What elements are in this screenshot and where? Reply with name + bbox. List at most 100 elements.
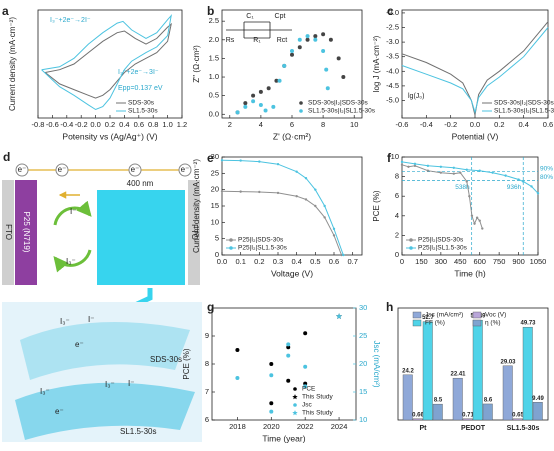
- x-tick-label: -0.2: [444, 120, 457, 129]
- data-point: [313, 37, 318, 42]
- panel-letter: c: [387, 4, 394, 18]
- electron-label: e⁻: [131, 165, 140, 174]
- x-tick-label: 300: [435, 257, 448, 266]
- data-point: [235, 110, 240, 115]
- x-tick-label: 0.7: [347, 257, 357, 266]
- value-label: 0.71: [462, 412, 474, 418]
- data-point: [323, 204, 326, 208]
- x-tick-label: PEDOT: [461, 425, 486, 432]
- data-point: [336, 313, 343, 319]
- y-tick-label: -4.0: [386, 66, 399, 75]
- electron-label: e⁻: [18, 165, 27, 174]
- data-point: [470, 214, 474, 217]
- y-tick-label: 0: [395, 250, 399, 259]
- x-tick-label: 0.0: [90, 120, 100, 129]
- y-tick-label: -5.0: [386, 95, 399, 104]
- data-point: [220, 190, 224, 193]
- data-point: [324, 67, 329, 72]
- electron: [55, 163, 69, 177]
- y-tick-label: 8: [205, 359, 209, 368]
- y-tick-label: 0: [215, 250, 219, 259]
- data-point: [276, 162, 280, 166]
- data-point: [473, 222, 476, 225]
- data-point: [323, 216, 326, 219]
- data-point: [286, 353, 291, 358]
- panel-d: d e⁻ e⁻ e⁻ e⁻ FTO P25 (N719) I⁻ I₃⁻ 400 …: [2, 150, 202, 442]
- panel-letter: f: [387, 151, 392, 165]
- x-tick-label: 0.2: [494, 120, 504, 129]
- data-point: [297, 37, 302, 42]
- data-point: [426, 169, 430, 172]
- y-tick-label: 6: [205, 415, 209, 424]
- series-line: [44, 22, 172, 99]
- y-tick-label: 7: [205, 387, 209, 396]
- annotation: I₃⁻+2e⁻→2I⁻: [50, 17, 91, 24]
- x-tick-label: 0.2: [105, 120, 115, 129]
- x-tick-label: 0.4: [291, 257, 301, 266]
- data-point: [229, 246, 233, 250]
- series-line: [41, 14, 173, 111]
- data-point: [413, 162, 417, 166]
- data-point: [303, 331, 308, 336]
- y2-tick-label: 10: [359, 415, 367, 424]
- y-tick-label: 1.5: [209, 53, 219, 62]
- x-tick-label: 4: [259, 120, 263, 129]
- data-point: [276, 191, 280, 195]
- data-point: [299, 109, 303, 113]
- data-point: [258, 160, 261, 163]
- data-point: [478, 169, 481, 172]
- legend-swatch: [412, 311, 422, 319]
- legend-label: P25|I₂|SL1.5-30s: [238, 245, 288, 252]
- data-point: [465, 168, 468, 171]
- annotation: R₁: [253, 37, 261, 44]
- data-point: [269, 409, 274, 414]
- data-point: [292, 410, 298, 416]
- electron-label: e⁻: [55, 407, 64, 416]
- data-point: [235, 376, 240, 380]
- legend-label: FF (%): [425, 320, 445, 327]
- data-point: [269, 401, 274, 406]
- x-tick-label: 150: [415, 257, 428, 266]
- legend-label: SDS-30s|I₂|SDS-30s: [494, 100, 554, 107]
- y-tick-label: 20: [211, 185, 219, 194]
- data-point: [328, 37, 333, 42]
- data-point: [251, 93, 256, 98]
- data-point: [290, 52, 294, 57]
- annotation: I₃⁻+2e⁻→3I⁻: [118, 69, 159, 76]
- data-point: [304, 198, 308, 201]
- data-point: [332, 227, 336, 231]
- data-point: [305, 34, 310, 39]
- y-axis-label: Z'' (Ω·cm²): [192, 45, 201, 83]
- bar: [512, 418, 523, 421]
- triiodide-label: I₃⁻: [105, 380, 115, 389]
- y-tick-label: 5: [215, 234, 219, 243]
- x-tick-label: 1050: [530, 257, 547, 266]
- data-point: [303, 381, 308, 386]
- value-label: 0.65: [512, 412, 524, 418]
- data-point: [282, 63, 287, 68]
- y-tick-label: 25: [211, 168, 219, 177]
- annotation: Rct: [277, 37, 288, 44]
- y-tick-label: 2: [395, 230, 399, 239]
- legend-label: SL1.5-30s|I₂|SL1.5-30s: [494, 108, 554, 115]
- value-label: 24.2: [402, 368, 414, 374]
- y2-tick-label: 30: [359, 303, 367, 312]
- data-point: [293, 387, 297, 391]
- data-point: [297, 45, 302, 50]
- x-tick-label: 2018: [229, 422, 246, 431]
- panel-letter: a: [2, 4, 9, 18]
- y2-axis-label: Jsc (mA/cm²): [372, 340, 381, 387]
- legend-label: P25|I₂|SDS-30s: [418, 237, 464, 244]
- triiodide-label: I₃⁻: [66, 257, 76, 266]
- sheet: [20, 322, 190, 380]
- fto-right: [188, 180, 200, 285]
- x-tick-label: 0.6: [134, 120, 144, 129]
- legend-swatch: [472, 319, 482, 327]
- data-point: [243, 104, 248, 109]
- data-point: [269, 373, 274, 378]
- legend-swatch: [412, 319, 422, 327]
- electron-label: e⁻: [181, 165, 190, 174]
- x-tick-label: 2022: [297, 422, 314, 431]
- legend-label: SDS-30s: [128, 100, 155, 107]
